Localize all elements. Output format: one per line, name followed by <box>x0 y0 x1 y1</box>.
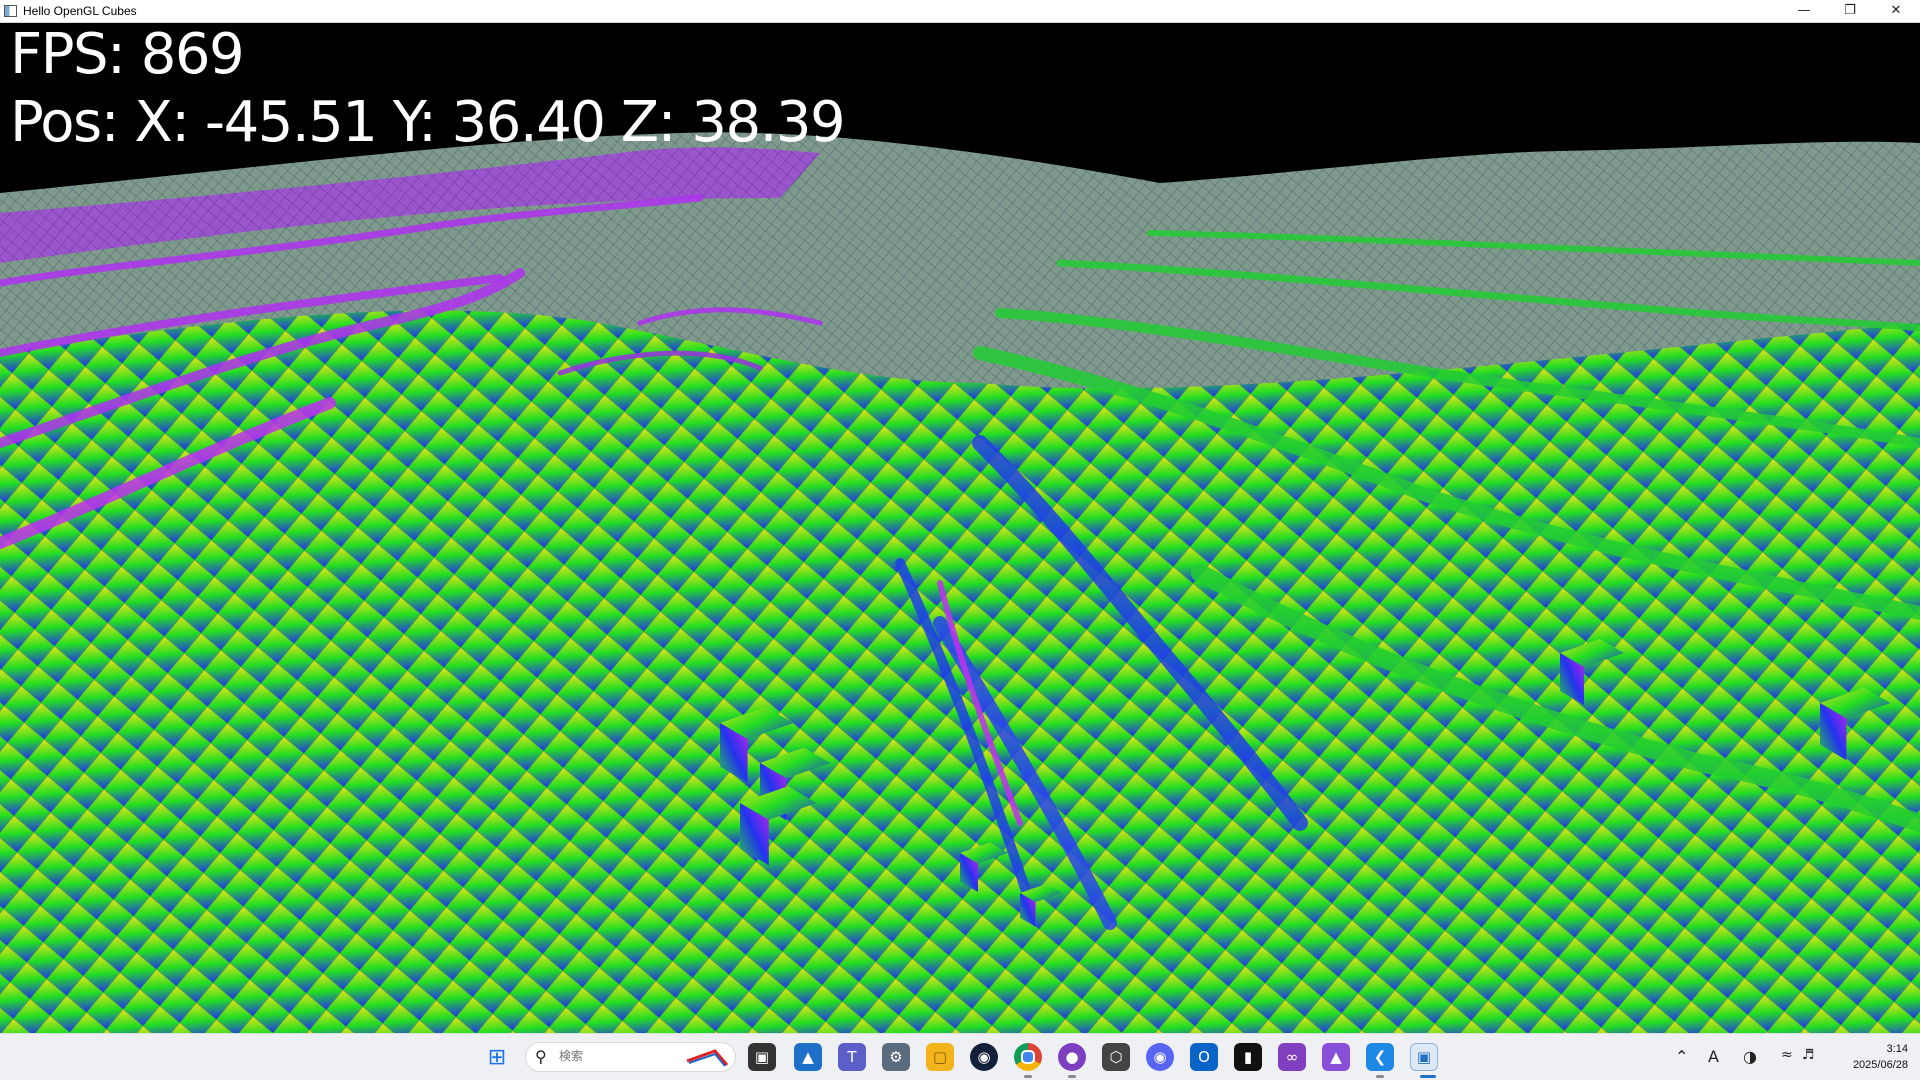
system-clock[interactable]: 3:14 2025/06/28 <box>1853 1041 1908 1073</box>
terrain-ridge <box>1191 564 1920 832</box>
terrain-ridge <box>637 307 823 326</box>
voxel-cube <box>960 842 1008 864</box>
windows-start-icon[interactable]: ⊞ <box>487 1044 507 1070</box>
voxel-terrain-scene <box>0 132 1920 1033</box>
running-indicator <box>1068 1075 1076 1078</box>
photos-icon[interactable]: ▲ <box>794 1043 822 1071</box>
voxel-cube-side <box>1020 893 1036 927</box>
terrain-ridge <box>0 274 504 357</box>
render-viewport[interactable]: FPS: 869 Pos: X: -45.51 Y: 36.40 Z: 38.3… <box>0 23 1920 1033</box>
taskbar: ⊞ ⚲ ▣ ▲ T ⚙ ▢ ◉ ● ⬡ ◉ O ▮ ∞ ▲ ❮ ▣ ⌃ A ◑ … <box>0 1033 1920 1080</box>
voxel-cube <box>760 747 831 779</box>
ime-indicator[interactable]: A <box>1708 1047 1719 1066</box>
voxel-cube-side <box>1560 653 1584 705</box>
voxel-cube <box>1020 883 1062 903</box>
tray-overflow-chevron-icon[interactable]: ⌃ <box>1675 1047 1689 1066</box>
affinity-icon[interactable]: ▲ <box>1322 1043 1350 1071</box>
terrain-ridge <box>937 580 1023 826</box>
terrain-ridge <box>0 268 525 448</box>
terrain-ridge <box>0 397 336 549</box>
voxel-cube <box>720 706 794 740</box>
opengl-app-icon[interactable]: ▣ <box>1410 1043 1438 1071</box>
terrain-ridge <box>973 346 1920 620</box>
volume-icon[interactable]: ♬ <box>1802 1047 1815 1063</box>
active-app-indicator <box>1420 1075 1436 1078</box>
search-input[interactable] <box>557 1048 661 1064</box>
clock-date: 2025/06/28 <box>1852 1059 1908 1071</box>
terrain-ridge <box>557 350 763 376</box>
outlook-icon[interactable]: O <box>1190 1043 1218 1071</box>
voxel-cube <box>1560 639 1624 667</box>
discord-icon[interactable]: ◉ <box>1146 1043 1174 1071</box>
terrain-ridge <box>972 435 1308 831</box>
terrain-ridge <box>895 558 1035 908</box>
file-explorer-icon[interactable]: ▢ <box>926 1043 954 1071</box>
window-titlebar: Hello OpenGL Cubes — ❐ ✕ <box>0 0 1920 23</box>
settings-icon[interactable]: ⚙ <box>882 1043 910 1071</box>
github-desktop-icon[interactable]: ● <box>1058 1043 1086 1071</box>
wifi-icon[interactable]: ≈ <box>1781 1047 1793 1063</box>
voxel-cube-side <box>720 723 748 783</box>
task-view-icon[interactable]: ▣ <box>748 1043 776 1071</box>
terrain-ridge <box>1147 230 1920 266</box>
chrome-icon[interactable] <box>1014 1043 1042 1071</box>
visual-studio-icon[interactable]: ∞ <box>1278 1043 1306 1071</box>
search-icon: ⚲ <box>535 1047 547 1066</box>
terminal-icon[interactable]: ▮ <box>1234 1043 1262 1071</box>
running-indicator <box>1376 1075 1384 1078</box>
app-window-icon <box>4 5 17 17</box>
steam-icon[interactable]: ◉ <box>970 1043 998 1071</box>
window-title: Hello OpenGL Cubes <box>23 4 137 18</box>
restore-button[interactable]: ❐ <box>1844 3 1856 18</box>
terrain-ridge <box>1056 259 1920 332</box>
minimize-button[interactable]: — <box>1797 3 1811 18</box>
vscode-icon[interactable]: ❮ <box>1366 1043 1394 1071</box>
fps-counter: FPS: 869 <box>10 23 245 87</box>
voxel-cube-side <box>960 853 978 892</box>
voxel-cube-side <box>740 803 769 866</box>
taskbar-search[interactable]: ⚲ <box>525 1042 736 1072</box>
terrain-ridge <box>0 194 704 287</box>
clock-time: 3:14 <box>1886 1043 1908 1055</box>
camera-position-readout: Pos: X: -45.51 Y: 36.40 Z: 38.39 <box>10 90 846 155</box>
close-button[interactable]: ✕ <box>1890 3 1902 18</box>
voxel-cube <box>740 786 817 820</box>
teams-icon[interactable]: T <box>838 1043 866 1071</box>
voxel-cube <box>1820 687 1891 719</box>
copilot-icon[interactable]: ◑ <box>1743 1047 1757 1066</box>
voxel-cube-side <box>1820 703 1847 761</box>
unity-icon[interactable]: ⬡ <box>1102 1043 1130 1071</box>
search-highlight-icon <box>686 1049 729 1067</box>
running-indicator <box>1024 1075 1032 1078</box>
terrain-ridge <box>995 308 1920 448</box>
